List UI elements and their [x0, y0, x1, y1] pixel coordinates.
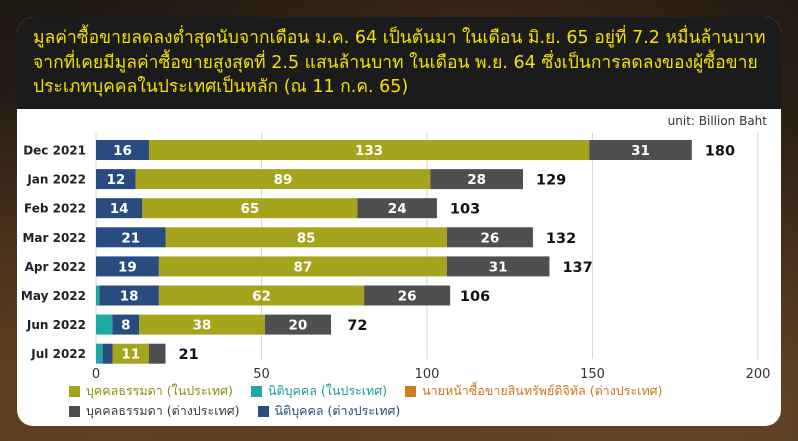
bar-segment: [96, 285, 100, 306]
bar-segment: [112, 343, 149, 364]
segment-value-label: 21: [121, 230, 140, 246]
segment-value-label: 14: [110, 201, 129, 217]
segment-value-label: 87: [293, 259, 312, 275]
legend-swatch: [405, 385, 417, 397]
segment-value-label: 20: [289, 318, 308, 334]
legend: บุคคลธรรมดา (ในประเทศ) นิติบุคคล (ในประเ…: [69, 381, 769, 421]
bar-segment: [135, 169, 431, 190]
category-label: Jun 2022: [26, 318, 86, 332]
total-value-label: 137: [562, 260, 592, 276]
legend-label: บุคคลธรรมดา (ในประเทศ): [86, 383, 233, 398]
total-value-label: 72: [347, 318, 367, 334]
chart-card: มูลค่าซื้อขายลดลงต่ำสุดนับจากเดือน ม.ค. …: [17, 17, 781, 426]
legend-swatch: [69, 385, 80, 397]
legend-label: นิติบุคคล (ต่างประเทศ): [274, 403, 401, 418]
category-label: Dec 2021: [23, 144, 86, 158]
legend-item-corporate-domestic: นิติบุคคล (ในประเทศ): [250, 381, 388, 401]
segment-value-label: 133: [355, 143, 383, 159]
segment-value-label: 26: [480, 230, 499, 246]
bar-segment: [139, 314, 265, 335]
legend-swatch: [250, 385, 262, 397]
segment-value-label: 24: [388, 201, 407, 217]
legend-item-individual-domestic: บุคคลธรรมดา (ในประเทศ): [69, 381, 233, 401]
bar-segment: [446, 256, 550, 277]
bar-segment: [96, 256, 159, 277]
segment-value-label: 18: [120, 289, 139, 305]
total-value-label: 129: [536, 173, 566, 189]
legend-item-digital-broker-foreign: นายหน้าซื้อขายสินทรัพย์ดิจิทัล (ต่างประเ…: [405, 381, 663, 401]
segment-value-label: 16: [113, 143, 132, 159]
bar-segment: [112, 314, 140, 335]
x-tick-label: 50: [253, 367, 270, 382]
bar-segment: [96, 198, 143, 219]
chart-title: มูลค่าซื้อขายลดลงต่ำสุดนับจากเดือน ม.ค. …: [33, 28, 766, 97]
bar-segment: [142, 198, 358, 219]
total-value-label: 180: [705, 144, 735, 160]
segment-value-label: 85: [297, 230, 316, 246]
x-tick-label: 200: [746, 367, 771, 382]
bar-segment: [264, 314, 332, 335]
segment-value-label: 31: [489, 259, 508, 275]
x-tick-label: 0: [92, 367, 100, 382]
segment-value-label: 65: [241, 201, 260, 217]
segment-value-label: 38: [193, 318, 212, 334]
bar-segment: [102, 343, 113, 364]
segment-value-label: 28: [467, 172, 486, 188]
category-label: May 2022: [21, 289, 86, 303]
bar-segment: [589, 140, 692, 160]
legend-row-1: บุคคลธรรมดา (ในประเทศ) นิติบุคคล (ในประเ…: [69, 381, 769, 401]
bar-segment: [96, 343, 103, 364]
x-tick-label: 150: [580, 367, 605, 382]
segment-value-label: 31: [631, 143, 650, 159]
legend-label: บุคคลธรรมดา (ต่างประเทศ): [86, 403, 240, 418]
segment-value-label: 11: [121, 347, 140, 363]
bar-segment: [148, 343, 166, 364]
legend-swatch: [69, 405, 80, 417]
category-label: Jan 2022: [26, 173, 86, 187]
bar-segment: [96, 140, 149, 160]
total-value-label: 132: [546, 231, 576, 247]
category-label: Jul 2022: [30, 347, 86, 361]
total-value-label: 103: [450, 202, 480, 218]
bar-segment: [364, 285, 451, 306]
bar-segment: [430, 169, 523, 190]
category-label: Mar 2022: [22, 231, 86, 245]
segment-value-label: 26: [398, 289, 417, 305]
total-value-label: 21: [179, 347, 199, 363]
bar-segment: [96, 314, 113, 335]
bar-segment: [148, 140, 590, 160]
legend-swatch: [257, 405, 269, 417]
segment-value-label: 19: [118, 259, 137, 275]
total-value-label: 106: [460, 289, 490, 305]
category-label: Apr 2022: [25, 260, 86, 274]
bar-segment: [357, 198, 437, 219]
bar-segment: [158, 285, 365, 306]
legend-item-individual-foreign: บุคคลธรรมดา (ต่างประเทศ): [69, 401, 240, 421]
x-tick-label: 100: [415, 367, 440, 382]
segment-value-label: 89: [274, 172, 293, 188]
legend-item-corporate-foreign: นิติบุคคล (ต่างประเทศ): [257, 401, 401, 421]
legend-row-2: บุคคลธรรมดา (ต่างประเทศ) นิติบุคคล (ต่าง…: [69, 401, 769, 421]
bar-segment: [165, 227, 447, 248]
bar-segment: [96, 169, 136, 190]
segment-value-label: 8: [121, 318, 130, 334]
legend-label: นายหน้าซื้อขายสินทรัพย์ดิจิทัล (ต่างประเ…: [422, 383, 663, 398]
unit-label: unit: Billion Baht: [667, 114, 767, 128]
bar-chart: 0 50 100 150 200 Dec 2021 16 133 31 180 Jan 2022 12…: [21, 133, 771, 382]
segment-value-label: 12: [106, 172, 125, 188]
category-label: Feb 2022: [24, 202, 86, 216]
bar-segment: [446, 227, 533, 248]
bar-segment: [96, 227, 166, 248]
header-bar: มูลค่าซื้อขายลดลงต่ำสุดนับจากเดือน ม.ค. …: [17, 17, 781, 109]
bar-segment: [99, 285, 159, 306]
segment-value-label: 62: [252, 289, 271, 305]
legend-label: นิติบุคคล (ในประเทศ): [267, 383, 388, 398]
bar-segment: [158, 256, 447, 277]
